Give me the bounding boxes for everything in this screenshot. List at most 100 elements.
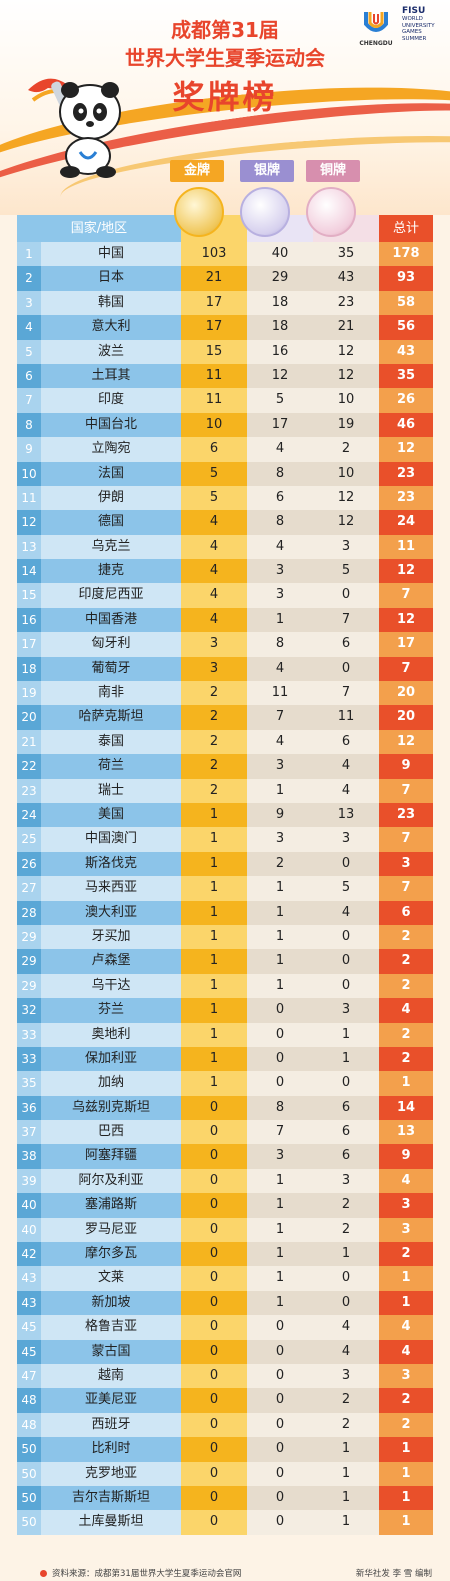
silver-count-cell: 9 [247,802,313,828]
country-cell: 匈牙利 [41,632,181,657]
rank-cell: 29 [17,973,41,999]
rank-cell: 48 [17,1412,41,1438]
country-cell: 中国澳门 [41,827,181,852]
silver-count-cell: 1 [247,924,313,950]
universiade-logo-icon [364,12,388,32]
country-cell: 澳大利亚 [41,900,181,925]
silver-count-cell: 0 [247,1363,313,1389]
table-row: 29 牙买加 1 1 0 2 [17,924,433,950]
gold-count-cell: 2 [181,729,247,755]
bronze-count-cell: 0 [313,1071,379,1096]
total-count-cell: 2 [379,949,433,974]
bronze-count-cell: 11 [313,705,379,730]
rank-cell: 3 [17,290,41,316]
gold-count-cell: 5 [181,485,247,511]
country-cell: 伊朗 [41,485,181,511]
silver-count-cell: 0 [247,1046,313,1072]
rank-cell: 12 [17,510,41,535]
bronze-count-cell: 1 [313,1485,379,1511]
rank-cell: 33 [17,1046,41,1072]
table-row: 15 印度尼西亚 4 3 0 7 [17,583,433,608]
bronze-count-cell: 6 [313,1095,379,1121]
bronze-count-cell: 0 [313,949,379,974]
fisu-line: GAMES [402,29,422,35]
country-cell: 中国香港 [41,607,181,633]
gold-count-cell: 1 [181,998,247,1023]
country-cell: 罗马尼亚 [41,1217,181,1243]
total-count-cell: 1 [379,1437,433,1462]
bronze-label: 铜牌 [306,160,360,182]
country-cell: 日本 [41,266,181,291]
table-row: 40 塞浦路斯 0 1 2 3 [17,1193,433,1218]
bronze-count-cell: 6 [313,632,379,657]
total-count-cell: 20 [379,705,433,730]
country-cell: 阿塞拜疆 [41,1144,181,1169]
rank-cell: 45 [17,1315,41,1340]
total-count-cell: 12 [379,559,433,584]
table-row: 2 日本 21 29 43 93 [17,266,433,291]
rank-cell: 35 [17,1071,41,1096]
total-count-cell: 2 [379,973,433,999]
gold-count-cell: 3 [181,656,247,682]
gold-count-cell: 17 [181,290,247,316]
rank-cell: 32 [17,998,41,1023]
country-column-header: 国家/地区 [17,215,181,242]
total-count-cell: 7 [379,827,433,852]
table-row: 22 荷兰 2 3 4 9 [17,754,433,779]
total-count-cell: 7 [379,778,433,803]
table-row: 36 乌兹别克斯坦 0 8 6 14 [17,1095,433,1121]
table-row: 26 斯洛伐克 1 2 0 3 [17,851,433,877]
bronze-count-cell: 2 [313,1217,379,1243]
gold-count-cell: 1 [181,1022,247,1047]
table-row: 20 哈萨克斯坦 2 7 11 20 [17,705,433,730]
silver-count-cell: 16 [247,339,313,364]
country-cell: 波兰 [41,339,181,364]
country-cell: 比利时 [41,1437,181,1462]
gold-count-cell: 0 [181,1120,247,1145]
rank-cell: 13 [17,534,41,560]
silver-count-cell: 1 [247,1266,313,1291]
country-cell: 捷克 [41,559,181,584]
total-count-cell: 9 [379,1144,433,1169]
bronze-count-cell: 19 [313,412,379,438]
table-row: 16 中国香港 4 1 7 12 [17,607,433,633]
logo-text: CHENGDU [359,40,393,47]
total-count-cell: 1 [379,1510,433,1535]
rank-cell: 33 [17,1022,41,1047]
table-row: 23 瑞士 2 1 4 7 [17,778,433,803]
gold-count-cell: 1 [181,827,247,852]
rank-cell: 50 [17,1510,41,1535]
bronze-count-cell: 13 [313,802,379,828]
silver-count-cell: 7 [247,1120,313,1145]
rank-cell: 10 [17,461,41,486]
rank-cell: 1 [17,242,41,267]
table-row: 47 越南 0 0 3 3 [17,1363,433,1389]
bronze-count-cell: 3 [313,1363,379,1389]
table-row: 8 中国台北 10 17 19 46 [17,412,433,438]
gold-count-cell: 0 [181,1363,247,1389]
total-count-cell: 1 [379,1485,433,1511]
table-row: 50 比利时 0 0 1 1 [17,1437,433,1462]
rank-cell: 47 [17,1363,41,1389]
country-cell: 中国 [41,242,181,267]
gold-count-cell: 1 [181,1046,247,1072]
silver-count-cell: 0 [247,998,313,1023]
gold-count-cell: 0 [181,1485,247,1511]
rank-cell: 26 [17,851,41,877]
country-cell: 亚美尼亚 [41,1388,181,1413]
total-count-cell: 93 [379,266,433,291]
gold-medal-icon [174,187,224,237]
bronze-count-cell: 5 [313,876,379,901]
gold-count-cell: 11 [181,363,247,389]
gold-count-cell: 0 [181,1461,247,1486]
fisu-logo: FISU WORLD UNIVERSITY GAMES SUMMER [402,6,448,42]
gold-count-cell: 0 [181,1193,247,1218]
bronze-count-cell: 6 [313,1120,379,1145]
bronze-count-cell: 4 [313,900,379,925]
silver-count-cell: 0 [247,1412,313,1438]
total-count-cell: 58 [379,290,433,316]
country-cell: 卢森堡 [41,949,181,974]
bronze-count-cell: 23 [313,290,379,316]
chengdu-logo: CHENGDU [358,8,394,47]
title-line-1: 成都第31届 [171,18,279,42]
